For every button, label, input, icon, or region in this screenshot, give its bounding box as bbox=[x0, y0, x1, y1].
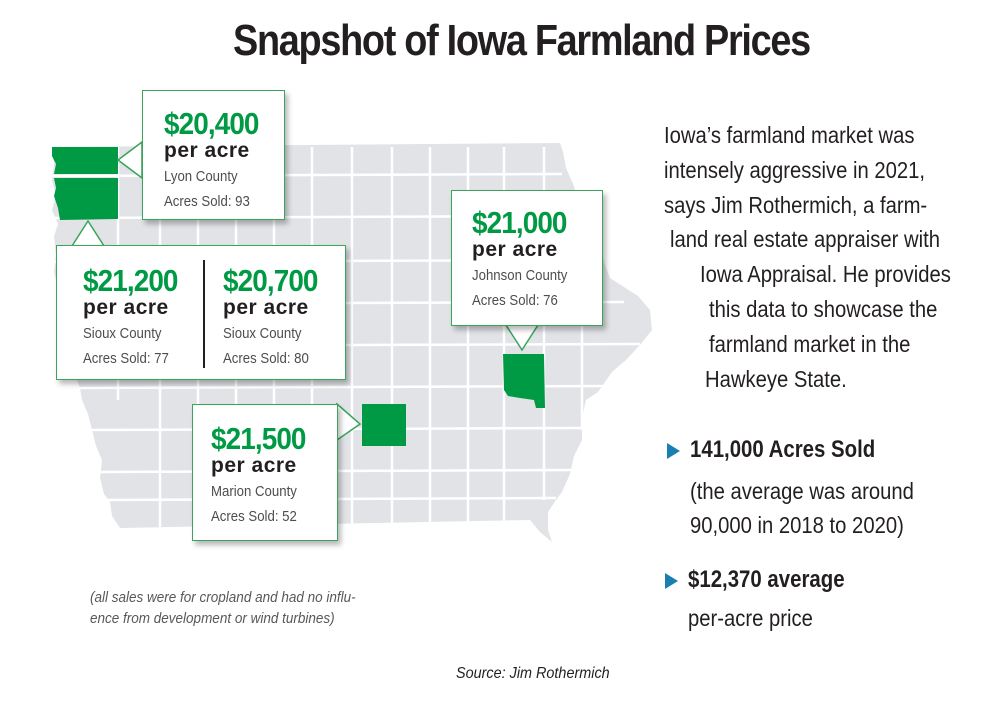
footnote-line: ence from development or wind turbines) bbox=[90, 610, 335, 627]
marion-acres-sold: Acres Sold: 52 bbox=[211, 508, 297, 525]
sioux-1-unit: per acre bbox=[83, 296, 169, 319]
stat-headline: $12,370 average bbox=[688, 566, 845, 593]
stat-headline: 141,000 Acres Sold bbox=[690, 436, 876, 463]
footnote-line: (all sales were for cropland and had no … bbox=[90, 589, 356, 606]
sioux-county-shape bbox=[54, 178, 118, 220]
callout-johnson-county: $21,000 per acre Johnson County Acres So… bbox=[451, 190, 603, 326]
johnson-unit: per acre bbox=[472, 238, 558, 261]
page-title: Snapshot of Iowa Farmland Prices bbox=[233, 16, 811, 65]
marion-county-label: Marion County bbox=[211, 483, 297, 500]
lyon-unit: per acre bbox=[164, 139, 250, 162]
sioux-1-acres-sold: Acres Sold: 77 bbox=[83, 350, 169, 367]
paragraph-line: this data to showcase the bbox=[709, 296, 938, 322]
lyon-price: $20,400 bbox=[164, 106, 259, 141]
callout-divider bbox=[203, 260, 205, 368]
paragraph-line: Hawkeye State. bbox=[705, 366, 847, 392]
marion-price: $21,500 bbox=[211, 421, 306, 456]
stat-detail: (the average was around bbox=[690, 478, 914, 504]
johnson-county-shape bbox=[503, 354, 545, 408]
sioux-1-price: $21,200 bbox=[83, 263, 178, 298]
sioux-2-acres-sold: Acres Sold: 80 bbox=[223, 350, 309, 367]
sioux-2-county-label: Sioux County bbox=[223, 325, 302, 342]
callout-sioux-county: $21,200 per acre Sioux County Acres Sold… bbox=[56, 245, 346, 380]
marion-unit: per acre bbox=[211, 454, 297, 477]
sioux-2-price: $20,700 bbox=[223, 263, 318, 298]
johnson-price: $21,000 bbox=[472, 205, 567, 240]
triangle-right-icon bbox=[665, 573, 678, 589]
source-credit: Source: Jim Rothermich bbox=[456, 665, 610, 682]
lyon-acres-sold: Acres Sold: 93 bbox=[164, 193, 250, 210]
lyon-county-label: Lyon County bbox=[164, 168, 238, 185]
callout-lyon-county: $20,400 per acre Lyon County Acres Sold:… bbox=[142, 90, 285, 220]
stat-detail: 90,000 in 2018 to 2020) bbox=[690, 512, 904, 538]
callout-marion-county: $21,500 per acre Marion County Acres Sol… bbox=[192, 404, 338, 541]
paragraph-line: land real estate appraiser with bbox=[670, 226, 941, 252]
johnson-acres-sold: Acres Sold: 76 bbox=[472, 292, 558, 309]
paragraph-line: says Jim Rothermich, a farm- bbox=[664, 192, 928, 218]
paragraph-line: intensely aggressive in 2021, bbox=[664, 157, 926, 183]
paragraph-line: farmland market in the bbox=[709, 331, 911, 357]
sioux-2-unit: per acre bbox=[223, 296, 309, 319]
triangle-right-icon bbox=[667, 443, 680, 459]
lyon-county-shape bbox=[52, 147, 118, 174]
footnote: (all sales were for cropland and had no … bbox=[90, 587, 356, 629]
marion-county-shape bbox=[362, 404, 406, 446]
stat-detail: per-acre price bbox=[688, 605, 813, 631]
paragraph-line: Iowa Appraisal. He provides bbox=[700, 261, 951, 287]
johnson-county-label: Johnson County bbox=[472, 267, 568, 284]
sioux-1-county-label: Sioux County bbox=[83, 325, 162, 342]
paragraph-line: Iowa’s farmland market was bbox=[664, 122, 915, 148]
